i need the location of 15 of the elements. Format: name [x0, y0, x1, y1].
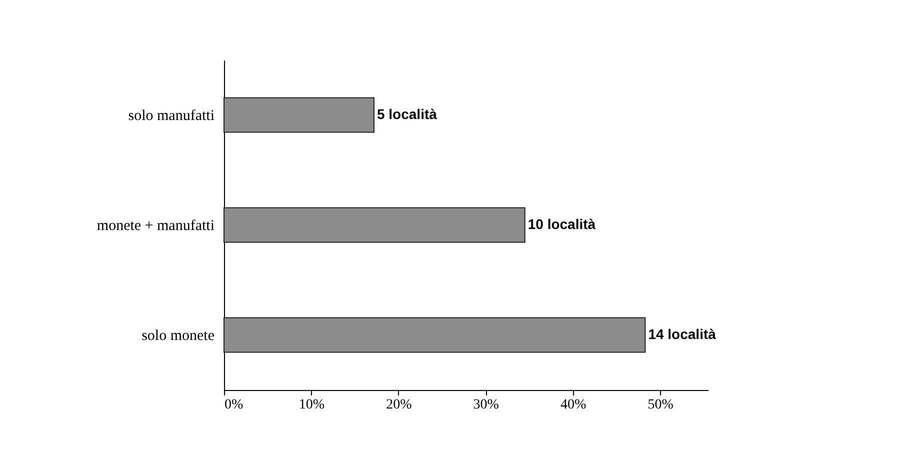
y-tick-label: solo manufatti — [128, 108, 214, 124]
y-tick-label: solo monete — [142, 328, 215, 344]
x-tick-label: 50% — [648, 398, 674, 412]
x-tick-label: 10% — [298, 398, 325, 412]
x-tick-label: 30% — [473, 398, 500, 412]
bar — [224, 97, 374, 133]
annotation: 10 località — [528, 216, 596, 232]
x-tick-label: 20% — [386, 398, 412, 412]
annotation: 14 località — [648, 326, 716, 342]
bar — [224, 207, 526, 243]
x-tick-label: 40% — [560, 398, 586, 412]
bar — [224, 317, 646, 353]
x-tick-label: 0% — [224, 398, 244, 412]
y-tick-label: monete + manufatti — [96, 218, 214, 234]
annotation: 5 località — [376, 106, 438, 122]
